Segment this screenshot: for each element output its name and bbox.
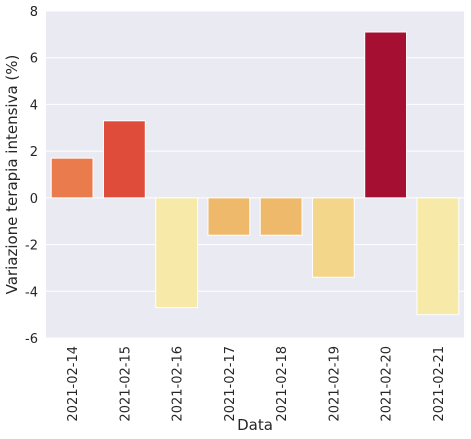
- x-tick-label: 2021-02-18: [275, 346, 290, 422]
- bar-2021-02-21: [416, 197, 460, 316]
- y-tick-label: 4: [30, 98, 38, 113]
- x-tick-label: 2021-02-21: [432, 346, 447, 422]
- bar-2021-02-17: [207, 197, 251, 236]
- bar-2021-02-19: [311, 197, 355, 278]
- x-tick-label: 2021-02-20: [380, 346, 395, 422]
- y-tick-label: 6: [30, 52, 38, 67]
- y-tick-labels: -6 -4 -2 0 2 4 6 8: [25, 5, 38, 347]
- x-axis-label: Data: [237, 416, 273, 434]
- y-tick-label: -2: [25, 239, 38, 254]
- x-tick-label: 2021-02-15: [118, 346, 133, 422]
- bar-2021-02-20: [364, 31, 408, 199]
- y-tick-label: 2: [30, 145, 38, 160]
- bar-2021-02-16: [155, 197, 199, 309]
- y-tick-label: 8: [30, 5, 38, 20]
- x-tick-labels: 2021-02-14 2021-02-15 2021-02-16 2021-02-17…: [66, 346, 447, 422]
- bar-2021-02-15: [102, 120, 146, 199]
- x-tick-label: 2021-02-14: [66, 346, 81, 422]
- y-tick-label: -4: [25, 285, 38, 300]
- bar-2021-02-14: [50, 157, 94, 199]
- y-axis-label: Variazione terapia intensiva (%): [3, 55, 21, 295]
- x-tick-label: 2021-02-16: [171, 346, 186, 422]
- x-tick-label: 2021-02-17: [223, 346, 238, 422]
- y-tick-label: -6: [25, 332, 38, 347]
- bar-2021-02-18: [259, 197, 303, 236]
- bars: [50, 31, 460, 316]
- y-tick-label: 0: [30, 192, 38, 207]
- x-tick-label: 2021-02-19: [327, 346, 342, 422]
